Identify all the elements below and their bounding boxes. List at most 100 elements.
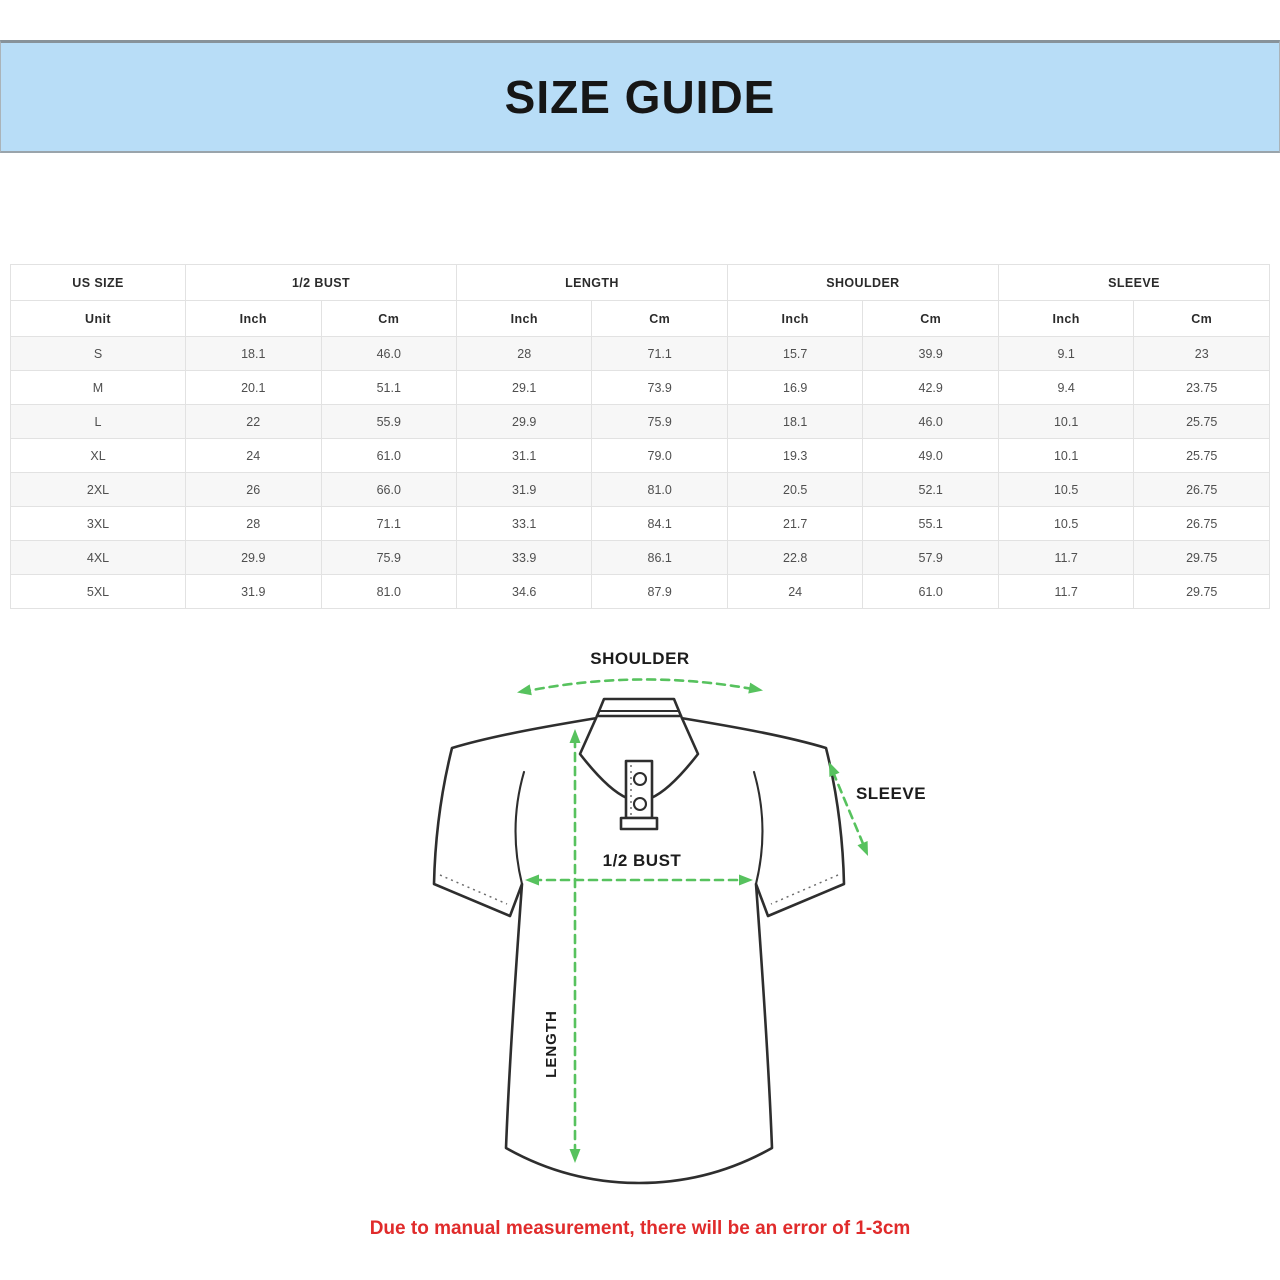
- size-label: 3XL: [9, 506, 187, 541]
- cell-value: 9.1: [997, 336, 1135, 371]
- arrowhead-icon: [569, 729, 581, 743]
- size-guide-banner: SIZE GUIDE: [0, 40, 1280, 153]
- cell-value: 26.75: [1133, 506, 1270, 541]
- cell-value: 22: [185, 404, 322, 439]
- cell-value: 61.0: [320, 438, 457, 473]
- measurement-diagram: SHOULDER SLEEVE 1/2 BUST LENGTH: [432, 649, 926, 1185]
- cell-value: 39.9: [862, 336, 999, 371]
- col-group-length: LENGTH: [455, 264, 728, 301]
- cell-value: 23: [1133, 336, 1270, 371]
- table-unit-header-row: Unit Inch Cm Inch Cm Inch Cm Inch Cm: [9, 300, 1270, 337]
- polo-shirt-outline: [432, 716, 846, 1185]
- unit-header-length-inch: Inch: [455, 300, 593, 337]
- size-label: 2XL: [9, 472, 187, 507]
- cell-value: 51.1: [320, 370, 457, 405]
- cell-value: 25.75: [1133, 438, 1270, 473]
- cell-value: 71.1: [591, 336, 728, 371]
- cell-value: 31.9: [185, 574, 322, 609]
- button-icon: [632, 771, 648, 787]
- cell-value: 73.9: [591, 370, 728, 405]
- cell-value: 81.0: [320, 574, 457, 609]
- button-icon: [632, 796, 648, 812]
- arrowhead-icon: [515, 684, 532, 698]
- cell-value: 49.0: [862, 438, 999, 473]
- size-label: 5XL: [9, 574, 187, 609]
- cell-value: 79.0: [591, 438, 728, 473]
- cell-value: 10.5: [997, 506, 1135, 541]
- arrowhead-icon: [823, 759, 840, 778]
- cell-value: 20.5: [726, 472, 864, 507]
- table-row: 4XL 29.9 75.9 33.9 86.1 22.8 57.9 11.7 2…: [9, 540, 1270, 575]
- cell-value: 86.1: [591, 540, 728, 575]
- arrowhead-icon: [569, 1149, 581, 1163]
- table-row: XL 24 61.0 31.1 79.0 19.3 49.0 10.1 25.7…: [9, 438, 1270, 473]
- cell-value: 26.75: [1133, 472, 1270, 507]
- shoulder-arrow: [520, 678, 760, 694]
- size-label: S: [9, 336, 187, 371]
- left-sleeve-hem-stitch: [439, 874, 508, 905]
- col-group-sleeve: SLEEVE: [997, 264, 1271, 301]
- cell-value: 31.9: [455, 472, 593, 507]
- size-label: L: [9, 404, 187, 439]
- cell-value: 10.1: [997, 438, 1135, 473]
- cell-value: 61.0: [862, 574, 999, 609]
- cell-value: 18.1: [185, 336, 322, 371]
- cell-value: 66.0: [320, 472, 457, 507]
- table-row: L 22 55.9 29.9 75.9 18.1 46.0 10.1 25.75: [9, 404, 1270, 439]
- cell-value: 10.5: [997, 472, 1135, 507]
- cell-value: 29.1: [455, 370, 593, 405]
- table-row: S 18.1 46.0 28 71.1 15.7 39.9 9.1 23: [9, 336, 1270, 371]
- size-label: M: [9, 370, 187, 405]
- cell-value: 31.1: [455, 438, 593, 473]
- cell-value: 46.0: [320, 336, 457, 371]
- cell-value: 81.0: [591, 472, 728, 507]
- cell-value: 18.1: [726, 404, 864, 439]
- col-group-shoulder: SHOULDER: [726, 264, 999, 301]
- cell-value: 24: [185, 438, 322, 473]
- cell-value: 46.0: [862, 404, 999, 439]
- cell-value: 16.9: [726, 370, 864, 405]
- cell-value: 23.75: [1133, 370, 1270, 405]
- col-group-us-size: US SIZE: [9, 264, 187, 301]
- table-row: 3XL 28 71.1 33.1 84.1 21.7 55.1 10.5 26.…: [9, 506, 1270, 541]
- unit-header-bust-inch: Inch: [185, 300, 322, 337]
- cell-value: 55.9: [320, 404, 457, 439]
- cell-value: 25.75: [1133, 404, 1270, 439]
- shoulder-label: SHOULDER: [590, 649, 689, 668]
- cell-value: 33.1: [455, 506, 593, 541]
- right-sleeve-hem-stitch: [770, 874, 839, 905]
- cell-value: 28: [455, 336, 593, 371]
- cell-value: 75.9: [320, 540, 457, 575]
- unit-header-bust-cm: Cm: [320, 300, 457, 337]
- table-row: 2XL 26 66.0 31.9 81.0 20.5 52.1 10.5 26.…: [9, 472, 1270, 507]
- unit-header-sleeve-cm: Cm: [1133, 300, 1270, 337]
- arrowhead-icon: [739, 874, 753, 886]
- cell-value: 29.75: [1133, 574, 1270, 609]
- table-group-header-row: US SIZE 1/2 BUST LENGTH SHOULDER SLEEVE: [9, 264, 1271, 301]
- cell-value: 42.9: [862, 370, 999, 405]
- sleeve-label: SLEEVE: [856, 784, 926, 803]
- cell-value: 34.6: [455, 574, 593, 609]
- col-group-half-bust: 1/2 BUST: [185, 264, 457, 301]
- cell-value: 11.7: [997, 540, 1135, 575]
- cell-value: 29.9: [455, 404, 593, 439]
- measurement-error-note: Due to manual measurement, there will be…: [369, 1218, 911, 1239]
- cell-value: 57.9: [862, 540, 999, 575]
- cell-value: 55.1: [862, 506, 999, 541]
- half-bust-label: 1/2 BUST: [603, 851, 682, 870]
- cell-value: 20.1: [185, 370, 322, 405]
- cell-value: 21.7: [726, 506, 864, 541]
- unit-header-sleeve-inch: Inch: [997, 300, 1135, 337]
- table-row: M 20.1 51.1 29.1 73.9 16.9 42.9 9.4 23.7…: [9, 370, 1270, 405]
- cell-value: 28: [185, 506, 322, 541]
- size-label: 4XL: [9, 540, 187, 575]
- size-chart-table: US SIZE 1/2 BUST LENGTH SHOULDER SLEEVE …: [9, 264, 1271, 609]
- sleeve-arrow: [831, 770, 866, 848]
- unit-header-shoulder-cm: Cm: [862, 300, 999, 337]
- cell-value: 11.7: [997, 574, 1135, 609]
- size-label: XL: [9, 438, 187, 473]
- cell-value: 29.75: [1133, 540, 1270, 575]
- cell-value: 22.8: [726, 540, 864, 575]
- cell-value: 19.3: [726, 438, 864, 473]
